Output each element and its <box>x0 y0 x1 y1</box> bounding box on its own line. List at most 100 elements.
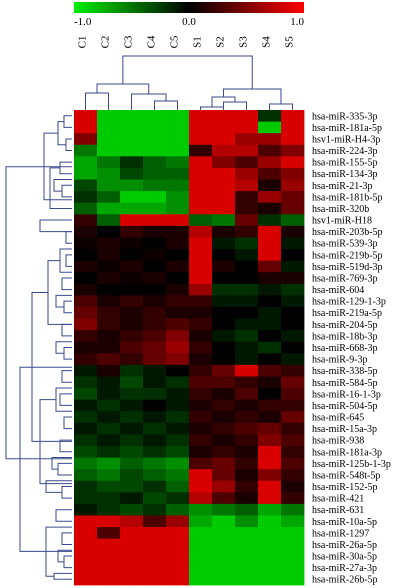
row-label: hsa-miR-548t-5p <box>312 470 380 481</box>
row-label: hsa-miR-1297 <box>312 528 369 539</box>
heatmap-cell <box>143 538 167 551</box>
heatmap-cell <box>235 434 259 447</box>
heatmap-cell <box>212 341 236 354</box>
heatmap-cell <box>120 110 144 122</box>
heatmap-cell <box>97 330 121 343</box>
row-label: hsa-miR-181b-5p <box>312 192 383 203</box>
column-dendrogram-branch <box>85 92 109 110</box>
row-label: hsa-miR-15a-3p <box>312 424 377 435</box>
heatmap-cell <box>189 295 213 308</box>
heatmap-cell <box>258 492 282 505</box>
heatmap-cell <box>97 573 121 586</box>
heatmap-cell <box>120 260 144 273</box>
heatmap-cell <box>143 110 167 122</box>
heatmap-cell <box>281 272 305 285</box>
heatmap-cell <box>258 306 282 319</box>
heatmap-cell <box>212 156 236 169</box>
heatmap-cell <box>189 434 213 447</box>
row-label: hsa-miR-219a-5p <box>312 308 382 319</box>
heatmap-cell <box>166 283 190 296</box>
heatmap-cell <box>189 144 213 157</box>
heatmap-cell <box>281 527 305 540</box>
heatmap-cell <box>143 364 167 377</box>
row-label: hsa-miR-9-3p <box>312 355 368 366</box>
heatmap-cell <box>212 121 236 134</box>
row-dendrogram <box>5 115 72 580</box>
row-label: hsa-miR-320b <box>312 204 369 215</box>
heatmap-cell <box>189 480 213 493</box>
heatmap-cell <box>189 110 213 122</box>
heatmap-cell <box>281 341 305 354</box>
heatmap-cell <box>166 272 190 285</box>
heatmap-cell <box>258 561 282 574</box>
heatmap-cell <box>258 283 282 296</box>
heatmap-cell <box>258 156 282 169</box>
heatmap-cell <box>120 492 144 505</box>
heatmap-cell <box>120 272 144 285</box>
row-label: hsa-miR-152-5p <box>312 482 378 493</box>
row-label: hsa-miR-30a-5p <box>312 552 377 563</box>
row-label: hsa-miR-604 <box>312 285 364 296</box>
row-dendrogram-branch <box>59 161 72 175</box>
heatmap-cell <box>281 121 305 134</box>
row-dendrogram-branch <box>51 457 72 470</box>
heatmap-cell <box>281 515 305 528</box>
heatmap-cell <box>235 191 259 204</box>
heatmap-cell <box>97 411 121 424</box>
heatmap-cell <box>74 330 98 343</box>
heatmap-cell <box>74 225 98 238</box>
heatmap-cell <box>258 550 282 563</box>
heatmap-cell <box>166 191 190 204</box>
heatmap-cell <box>189 469 213 482</box>
heatmap-cell <box>74 561 98 574</box>
heatmap-cell <box>212 191 236 204</box>
heatmap-cell <box>97 561 121 574</box>
heatmap-cell <box>258 573 282 586</box>
heatmap-cell <box>212 272 236 285</box>
heatmap-cell <box>166 318 190 331</box>
row-dendrogram-branch <box>53 179 72 192</box>
row-dendrogram-branch <box>63 416 72 430</box>
heatmap-cell <box>143 121 167 134</box>
heatmap-cell <box>97 295 121 308</box>
heatmap-cell <box>235 492 259 505</box>
row-label: hsa-miR-335-3p <box>312 111 378 122</box>
heatmap-cell <box>74 388 98 401</box>
heatmap-cell <box>212 445 236 458</box>
heatmap-cell <box>235 515 259 528</box>
heatmap-cell <box>212 422 236 435</box>
heatmap-cell <box>97 249 121 262</box>
heatmap-cell <box>258 167 282 180</box>
heatmap-cell <box>120 330 144 343</box>
heatmap-cell <box>143 237 167 250</box>
row-dendrogram-branch <box>63 300 72 314</box>
row-label: hsv1-miR-H4-3p <box>312 134 380 145</box>
heatmap-cell <box>189 341 213 354</box>
heatmap-cell <box>281 283 305 296</box>
heatmap-cell <box>120 191 144 204</box>
heatmap-cell <box>212 399 236 412</box>
row-dendrogram-branch <box>39 219 72 233</box>
row-label: hsa-miR-27a-3p <box>312 563 377 574</box>
heatmap-cell <box>235 376 259 389</box>
row-label: hsv1-miR-H18 <box>312 216 372 227</box>
heatmap-cell <box>235 260 259 273</box>
row-label: hsa-miR-421 <box>312 494 364 505</box>
colorbar-min-label: -1.0 <box>74 16 92 28</box>
heatmap-cell <box>74 515 98 528</box>
heatmap-cell <box>97 318 121 331</box>
heatmap-cell <box>120 283 144 296</box>
heatmap-cell <box>166 121 190 134</box>
heatmap-cell <box>258 214 282 227</box>
heatmap-cell <box>120 550 144 563</box>
heatmap-cell <box>281 306 305 319</box>
heatmap-cell <box>97 503 121 516</box>
heatmap-cell <box>212 330 236 343</box>
heatmap-cell <box>212 527 236 540</box>
row-dendrogram-branch <box>59 393 72 406</box>
heatmap-cell <box>258 237 282 250</box>
heatmap-cell <box>189 214 213 227</box>
heatmap-cell <box>258 225 282 238</box>
row-label: hsa-miR-645 <box>312 413 364 424</box>
